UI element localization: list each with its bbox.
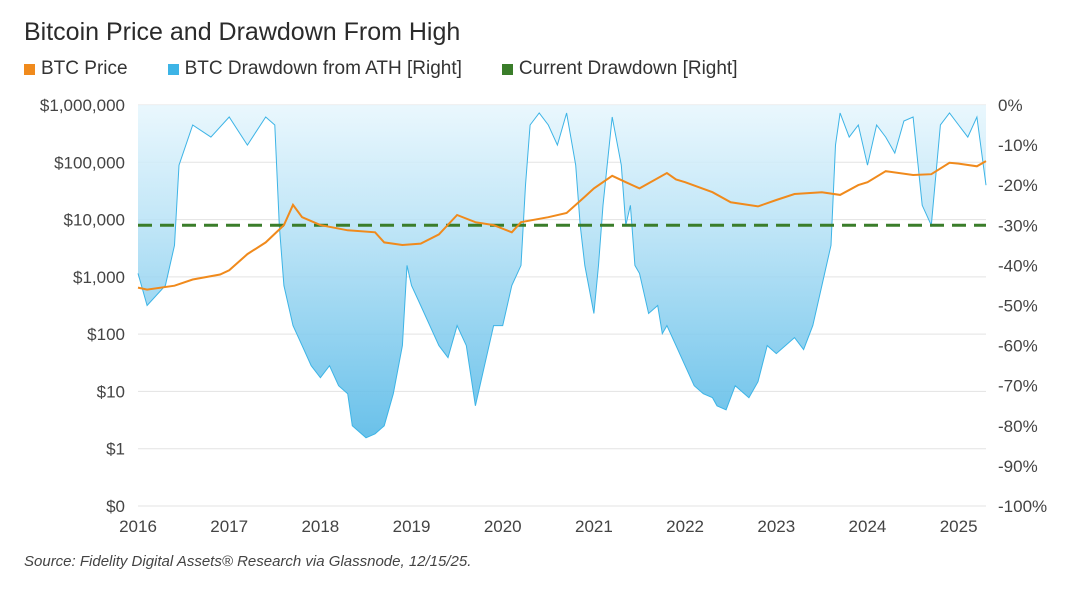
x-tick-label: 2019 xyxy=(393,517,431,536)
y-right-tick-label: -30% xyxy=(998,216,1038,235)
y-right-tick-label: -90% xyxy=(998,457,1038,476)
y-left-tick-label: $100 xyxy=(87,325,125,344)
y-right-tick-label: -100% xyxy=(998,497,1047,516)
y-right-tick-label: -50% xyxy=(998,297,1038,316)
y-right-tick-label: -40% xyxy=(998,256,1038,275)
x-tick-label: 2024 xyxy=(849,517,887,536)
x-tick-label: 2017 xyxy=(210,517,248,536)
legend-item-btc-price: BTC Price xyxy=(24,58,128,80)
y-right-tick-label: -10% xyxy=(998,136,1038,155)
y-left-tick-label: $10,000 xyxy=(64,211,125,230)
y-left-tick-label: $1,000,000 xyxy=(40,96,125,115)
y-right-tick-label: -80% xyxy=(998,417,1038,436)
y-left-tick-label: $1,000 xyxy=(73,268,125,287)
source-note: Source: Fidelity Digital Assets® Researc… xyxy=(24,553,472,570)
legend-label: BTC Drawdown from ATH [Right] xyxy=(184,58,462,79)
legend-swatch-green xyxy=(501,63,513,75)
x-tick-label: 2016 xyxy=(119,517,157,536)
y-left-tick-label: $100,000 xyxy=(54,153,125,172)
legend-label: Current Drawdown [Right] xyxy=(518,58,738,79)
x-tick-label: 2022 xyxy=(666,517,704,536)
y-left-tick-label: $10 xyxy=(97,382,125,401)
drawdown-line xyxy=(137,112,987,439)
y-right-tick-label: -60% xyxy=(998,337,1038,356)
chart-title: Bitcoin Price and Drawdown From High xyxy=(24,18,461,46)
x-tick-label: 2020 xyxy=(484,517,522,536)
legend: BTC Price BTC Drawdown from ATH [Right] … xyxy=(24,58,778,80)
x-tick-label: 2018 xyxy=(301,517,339,536)
legend-item-drawdown: BTC Drawdown from ATH [Right] xyxy=(167,58,462,80)
y-right-tick-label: -70% xyxy=(998,377,1038,396)
y-right-tick-label: 0% xyxy=(998,96,1023,115)
legend-item-current-drawdown: Current Drawdown [Right] xyxy=(501,58,738,80)
legend-label: BTC Price xyxy=(41,58,128,79)
y-left-tick-label: $0 xyxy=(106,497,125,516)
legend-swatch-blue xyxy=(167,63,179,75)
x-tick-label: 2023 xyxy=(757,517,795,536)
y-right-tick-label: -20% xyxy=(998,176,1038,195)
legend-swatch-orange xyxy=(24,63,35,75)
drawdown-area xyxy=(138,105,986,438)
x-tick-label: 2021 xyxy=(575,517,613,536)
btc-price-line xyxy=(137,160,987,291)
y-left-tick-label: $1 xyxy=(106,440,125,459)
x-tick-label: 2025 xyxy=(940,517,978,536)
